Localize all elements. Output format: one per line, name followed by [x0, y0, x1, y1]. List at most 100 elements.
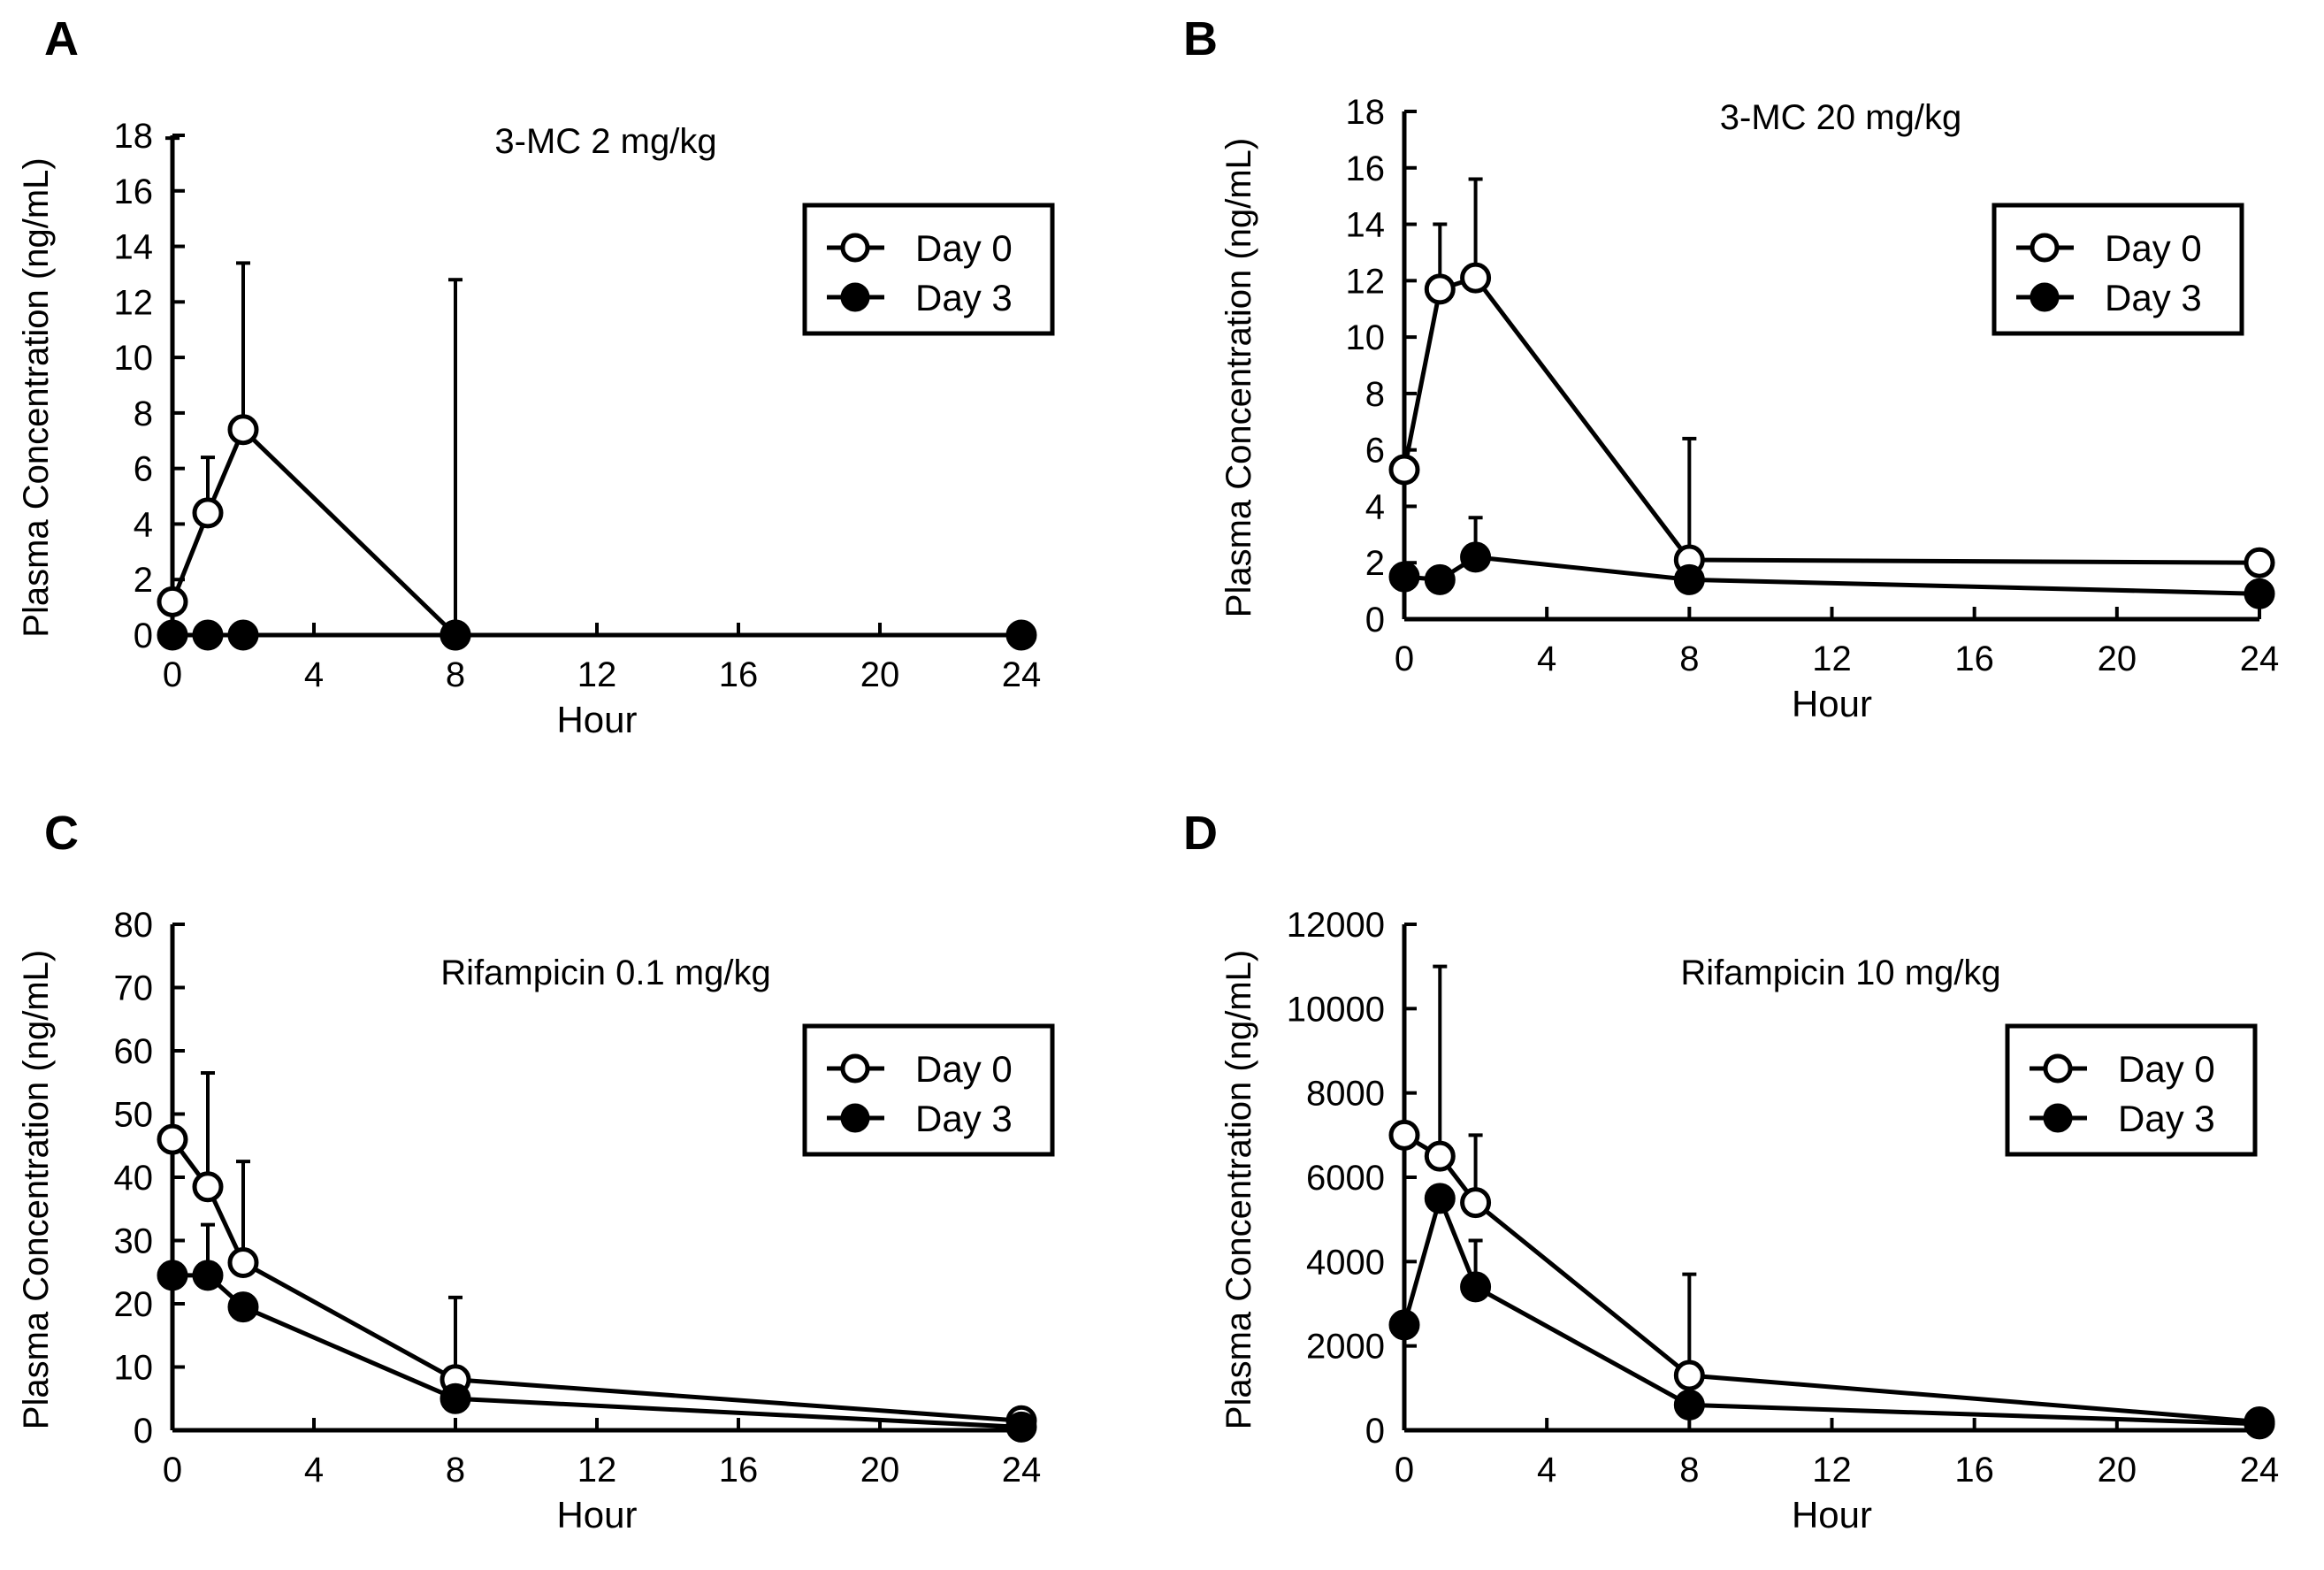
panel-label: D [1183, 807, 1218, 860]
panel-label: C [44, 807, 79, 860]
data-point-day3 [157, 1260, 188, 1291]
panel-c: C 0 10 20 30 40 50 60 70 80 0 4 8 12 16 20 24 Hour Plasma … [17, 807, 1055, 1536]
data-point-day0 [157, 586, 188, 617]
x-tick-label: 24 [2240, 1451, 2280, 1490]
chart-title: 3-MC 20 mg/kg [1720, 98, 1961, 137]
x-tick-label: 16 [719, 1451, 759, 1490]
legend-box [1991, 203, 2244, 336]
y-tick-label: 10 [1346, 318, 1386, 357]
x-axis-title: Hour [1792, 1494, 1872, 1536]
x-tick-label: 24 [1002, 655, 1042, 694]
data-point-day0 [1424, 273, 1456, 305]
x-tick-label: 8 [1679, 1451, 1699, 1490]
legend-marker [2043, 1053, 2073, 1084]
y-tick-label: 10000 [1287, 990, 1385, 1029]
data-point-day0 [1424, 1140, 1456, 1172]
data-point-day3 [1388, 1309, 1420, 1341]
y-tick-label: 16 [114, 172, 154, 211]
data-point-day3 [440, 619, 471, 651]
data-point-day3 [157, 619, 188, 651]
y-tick-label: 80 [114, 906, 154, 945]
legend-marker [2043, 1103, 2073, 1133]
x-tick-label: 16 [719, 655, 759, 694]
data-point-day3 [1460, 541, 1492, 573]
data-point-day3 [2244, 578, 2275, 609]
y-tick-label: 30 [114, 1222, 154, 1261]
x-tick-label: 8 [446, 655, 465, 694]
y-axis-title: Plasma Concentration (ng/mL) [1219, 950, 1258, 1429]
legend-box [2005, 1023, 2258, 1157]
x-tick-label: 0 [1395, 1451, 1414, 1490]
y-tick-label: 12 [114, 283, 154, 322]
x-tick-label: 20 [860, 1451, 900, 1490]
data-point-day0 [227, 1247, 259, 1279]
panel-label: B [1183, 12, 1218, 65]
data-point-day3 [1673, 1389, 1705, 1421]
y-tick-label: 10 [114, 1349, 154, 1388]
data-point-day0 [1388, 1119, 1420, 1151]
y-axis-title: Plasma Concentration (ng/mL) [17, 157, 56, 637]
legend-label: Day 3 [915, 1098, 1013, 1139]
data-point-day0 [1388, 454, 1420, 486]
data-point-day0 [192, 1171, 224, 1203]
y-tick-label: 16 [1346, 149, 1386, 188]
legend-marker [2030, 282, 2060, 312]
x-tick-label: 12 [577, 1451, 617, 1490]
x-axis-title: Hour [1792, 683, 1872, 724]
series-line-day-0 [1403, 1133, 2260, 1424]
y-tick-label: 2000 [1306, 1328, 1385, 1367]
y-tick-label: 2 [1365, 544, 1385, 583]
legend-label: Day 3 [2118, 1098, 2215, 1139]
x-tick-label: 0 [163, 1451, 182, 1490]
x-tick-label: 0 [1395, 639, 1414, 678]
y-tick-label: 4 [1365, 487, 1385, 526]
data-point-day0 [157, 1123, 188, 1155]
y-tick-label: 14 [1346, 206, 1386, 245]
data-point-day0 [2244, 547, 2275, 578]
y-axis-title: Plasma Concentration (ng/mL) [17, 950, 56, 1429]
data-point-day0 [192, 497, 224, 529]
data-point-day3 [1424, 1183, 1456, 1214]
data-point-day0 [227, 414, 259, 446]
series-line-day-0 [170, 1137, 1022, 1423]
legend-label: Day 0 [915, 227, 1013, 269]
data-point-day0 [1673, 1359, 1705, 1391]
y-axis-title: Plasma Concentration (ng/mL) [1219, 138, 1258, 617]
y-tick-label: 6 [134, 450, 153, 489]
x-axis-title: Hour [556, 1494, 637, 1536]
x-tick-label: 12 [1812, 639, 1852, 678]
y-tick-label: 0 [1365, 601, 1385, 639]
series-line-day-0 [170, 425, 457, 637]
y-tick-label: 10 [114, 339, 154, 378]
chart-title: Rifampicin 0.1 mg/kg [440, 953, 770, 992]
panel-label: A [44, 12, 79, 65]
data-point-day3 [1388, 561, 1420, 593]
chart-title: Rifampicin 10 mg/kg [1680, 953, 2000, 992]
y-tick-label: 6000 [1306, 1159, 1385, 1198]
legend-label: Day 3 [915, 277, 1013, 318]
legend-marker [840, 1103, 870, 1133]
y-tick-label: 8 [1365, 375, 1385, 414]
series-line-day-3 [1402, 1191, 2260, 1427]
data-point-day3 [1424, 563, 1456, 595]
legend-marker [840, 282, 870, 312]
y-tick-label: 12000 [1287, 906, 1385, 945]
legend-label: Day 0 [915, 1048, 1013, 1090]
y-tick-label: 18 [114, 117, 154, 156]
x-tick-label: 24 [1002, 1451, 1042, 1490]
y-tick-label: 70 [114, 969, 154, 1008]
y-tick-label: 4000 [1306, 1243, 1385, 1282]
y-tick-label: 14 [114, 228, 154, 267]
x-tick-label: 12 [1812, 1451, 1852, 1490]
data-point-day3 [227, 1291, 259, 1323]
y-tick-label: 0 [1365, 1412, 1385, 1451]
y-tick-label: 20 [114, 1285, 154, 1324]
data-point-day3 [192, 619, 224, 651]
data-point-day3 [227, 619, 259, 651]
x-axis-title: Hour [556, 699, 637, 740]
x-tick-label: 4 [1537, 1451, 1556, 1490]
data-point-day3 [2244, 1408, 2275, 1440]
panel-d: D 0 2000 4000 6000 8000 10000 12000 0 4 8 12 16 20 24 H… [1183, 807, 2279, 1536]
